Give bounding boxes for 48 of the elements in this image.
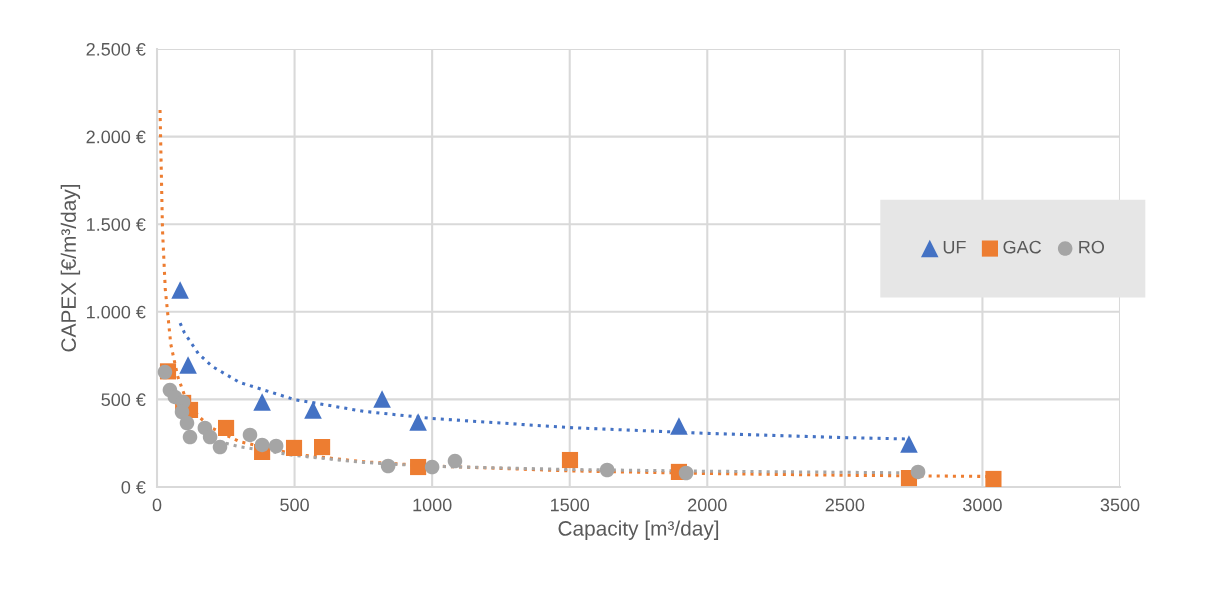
x-axis-title: Capacity [m³/day]	[558, 520, 719, 540]
x-tick-label: 3500	[1100, 498, 1140, 512]
point	[157, 364, 173, 380]
point	[217, 419, 235, 437]
point	[409, 413, 427, 431]
point	[179, 415, 195, 431]
point	[447, 453, 463, 469]
x-tick-label: 1500	[551, 498, 590, 512]
point	[171, 281, 189, 299]
point	[380, 458, 396, 474]
x-tick-label: 2000	[688, 498, 727, 512]
legend-label: GAC	[1003, 240, 1042, 254]
point	[174, 404, 190, 420]
point	[599, 462, 615, 478]
point	[304, 401, 322, 419]
point	[268, 438, 284, 454]
point	[910, 464, 926, 480]
y-tick-label: 0 €	[121, 480, 146, 494]
point	[212, 439, 228, 455]
point	[182, 429, 198, 445]
point	[410, 458, 427, 476]
point	[561, 451, 579, 469]
legend-label: UF	[943, 240, 966, 254]
x-tick-label: 500	[280, 498, 309, 512]
point	[900, 435, 918, 453]
y-tick-label: 500 €	[101, 393, 146, 407]
x-tick-label: 0	[152, 498, 162, 512]
y-tick-label: 2.000 €	[86, 130, 146, 144]
point	[985, 470, 1002, 487]
x-tick-label: 1000	[413, 498, 452, 512]
point	[242, 427, 258, 443]
y-tick-label: 1.000 €	[87, 305, 146, 319]
point	[285, 439, 303, 456]
y-tick-label: 2.500 €	[86, 42, 146, 56]
legend-label: RO	[1079, 240, 1105, 254]
point	[253, 393, 271, 411]
x-tick-label: 3000	[963, 498, 1002, 512]
point	[424, 459, 440, 475]
point	[202, 429, 218, 445]
point	[254, 437, 270, 453]
point	[678, 465, 694, 481]
point	[670, 417, 688, 435]
x-tick-label: 2500	[825, 498, 865, 512]
point	[314, 438, 331, 456]
y-tick-label: 1.500 €	[87, 218, 146, 231]
y-axis-title: CAPEX [€/m³/day]	[60, 184, 81, 352]
point	[373, 390, 391, 408]
point	[179, 356, 197, 374]
